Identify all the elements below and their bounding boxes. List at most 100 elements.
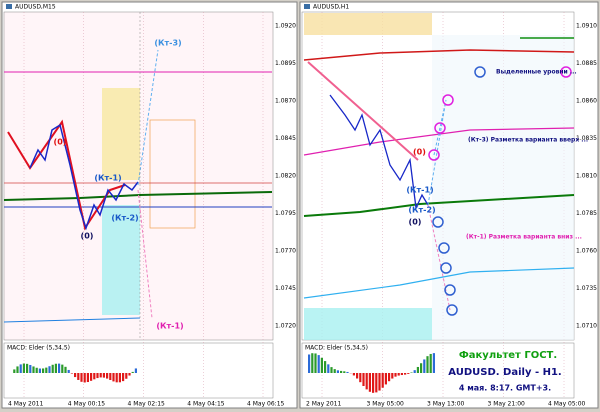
price-label: 1.0710 bbox=[576, 323, 597, 330]
histogram-bar bbox=[26, 363, 29, 373]
time-label: 4 May 06:15 bbox=[247, 401, 285, 408]
wave-label: (Кт-1) bbox=[94, 174, 121, 183]
annotation: Выделенные уровни ... bbox=[496, 69, 577, 76]
histogram-bar bbox=[333, 369, 336, 373]
histogram-bar bbox=[54, 363, 57, 373]
ma-line bbox=[303, 127, 575, 156]
price-line bbox=[29, 123, 139, 231]
projection bbox=[427, 204, 451, 311]
wave-red bbox=[7, 119, 126, 231]
histogram-bar bbox=[311, 353, 314, 373]
time-label: 3 May 05:00 bbox=[367, 401, 405, 408]
price-label: 1.0770 bbox=[275, 248, 296, 255]
histogram-bar bbox=[32, 366, 35, 373]
time-label: 4 May 05:00 bbox=[548, 401, 586, 408]
price-label: 1.0795 bbox=[275, 210, 296, 217]
annotation: (Кт-2) bbox=[408, 206, 435, 215]
fib-zone bbox=[102, 205, 140, 315]
indicator-label: MACD: Elder (5,34,5) bbox=[305, 345, 368, 352]
histogram-bar bbox=[134, 368, 137, 373]
histogram-bar bbox=[22, 363, 25, 373]
ma-line bbox=[303, 49, 575, 61]
price-label: 1.0920 bbox=[275, 23, 296, 30]
annotation: (Кт-3) Разметка варианта вверх ... bbox=[468, 137, 588, 144]
title-icon bbox=[304, 4, 310, 9]
level-marker bbox=[446, 304, 458, 316]
histogram-bar bbox=[336, 370, 339, 373]
histogram-bar bbox=[368, 373, 371, 392]
histogram-bar bbox=[324, 361, 327, 373]
histogram-bar bbox=[410, 372, 413, 373]
wave-label: (Кт-3) bbox=[154, 39, 181, 48]
fib-zone bbox=[304, 308, 432, 340]
histogram-bar bbox=[394, 373, 397, 377]
histogram-bar bbox=[58, 363, 61, 373]
price-label: 1.0820 bbox=[275, 173, 296, 180]
price-label: 1.0870 bbox=[275, 98, 296, 105]
histogram-bar bbox=[340, 370, 343, 373]
histogram-bar bbox=[378, 373, 381, 391]
histogram-bar bbox=[327, 364, 330, 373]
histogram-bar bbox=[16, 366, 19, 373]
histogram-bar bbox=[42, 368, 45, 373]
histogram-bar bbox=[29, 364, 32, 373]
price-line bbox=[329, 94, 429, 211]
trend-line bbox=[3, 317, 141, 323]
histogram-bar bbox=[45, 367, 48, 373]
annotation: (0) bbox=[409, 218, 422, 227]
histogram-bar bbox=[115, 373, 118, 383]
price-label: 1.0785 bbox=[576, 210, 597, 217]
annotation: (Кт-1) Разметка варианта вниз ... bbox=[466, 234, 582, 241]
annotation: (0) bbox=[413, 148, 426, 157]
overlay-text: Факультет ГОСТ. bbox=[459, 350, 557, 361]
fib-box bbox=[149, 119, 196, 229]
histogram-bar bbox=[74, 373, 77, 378]
histogram-bar bbox=[112, 373, 115, 382]
time-label: 4 May 02:15 bbox=[128, 401, 166, 408]
histogram-bar bbox=[400, 373, 403, 376]
histogram-bar bbox=[86, 373, 89, 383]
histogram-bar bbox=[109, 373, 112, 380]
wave-label: (Кт-2) bbox=[111, 214, 138, 223]
time-label: 4 May 2011 bbox=[8, 401, 43, 408]
histogram-bar bbox=[122, 373, 125, 382]
projection bbox=[137, 49, 159, 186]
histogram-bar bbox=[384, 373, 387, 385]
price-label: 1.0895 bbox=[275, 60, 296, 67]
histogram-bar bbox=[330, 367, 333, 373]
indicator-pane bbox=[301, 342, 575, 399]
projection bbox=[427, 99, 447, 206]
histogram-bar bbox=[359, 373, 362, 383]
histogram-bar bbox=[19, 364, 22, 373]
histogram-bar bbox=[38, 368, 41, 373]
histogram-bar bbox=[320, 357, 323, 373]
projection bbox=[137, 189, 153, 319]
histogram-bar bbox=[404, 373, 407, 375]
indicator-label: MACD: Elder (5,34,5) bbox=[7, 345, 70, 352]
histogram-bar bbox=[397, 373, 400, 376]
level-marker bbox=[474, 66, 486, 78]
histogram-bar bbox=[80, 373, 83, 382]
window-title: AUDUSD,H1 bbox=[313, 4, 349, 11]
histogram-bar bbox=[61, 364, 64, 373]
histogram-bar bbox=[362, 373, 365, 386]
time-label: 4 May 00:15 bbox=[68, 401, 106, 408]
histogram-bar bbox=[426, 356, 429, 373]
histogram-bar bbox=[64, 366, 67, 373]
histogram-bar bbox=[352, 373, 355, 376]
histogram-bar bbox=[343, 371, 346, 373]
price-label: 1.0845 bbox=[275, 135, 296, 142]
title-icon bbox=[6, 4, 12, 9]
time-label: 2 May 2011 bbox=[306, 401, 341, 408]
window-title: AUDUSD,M15 bbox=[15, 4, 56, 11]
wave-label: (Кт-1) bbox=[156, 322, 183, 331]
histogram-bar bbox=[51, 364, 54, 373]
trend-line bbox=[307, 61, 419, 161]
histogram-bar bbox=[102, 373, 105, 378]
fib-zone bbox=[102, 88, 140, 180]
level-marker bbox=[428, 149, 440, 161]
price-label: 1.0910 bbox=[576, 23, 597, 30]
histogram-bar bbox=[83, 373, 86, 383]
overlay-text: 4 мая. 8:17. GMT+3. bbox=[459, 384, 551, 393]
